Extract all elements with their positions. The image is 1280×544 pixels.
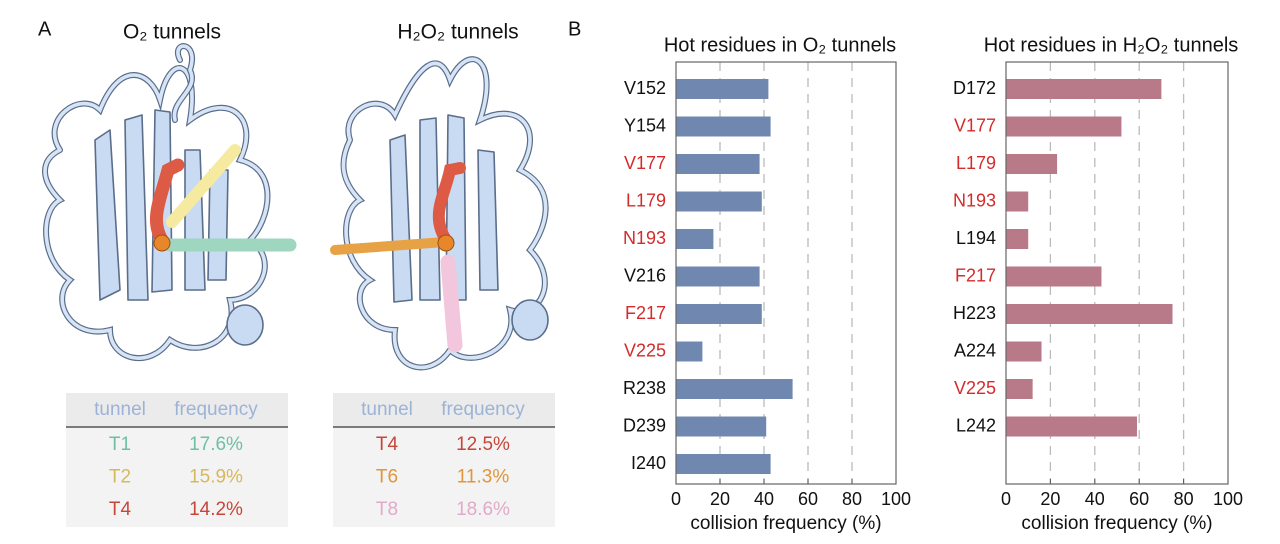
table-cell: 12.5% xyxy=(456,434,510,455)
y-tick-label: V225 xyxy=(954,378,996,398)
table-cell: 11.3% xyxy=(457,467,510,488)
protein-structure xyxy=(330,56,549,371)
x-tick-label: 60 xyxy=(798,489,818,509)
table-header-bg xyxy=(66,393,288,427)
bar xyxy=(1006,154,1058,174)
bar xyxy=(1006,304,1173,324)
bar xyxy=(1006,116,1122,137)
bar xyxy=(1006,379,1033,399)
x-tick-label: 20 xyxy=(1040,489,1060,509)
y-tick-label: R238 xyxy=(623,378,666,398)
y-tick-label: H223 xyxy=(953,303,996,323)
bar xyxy=(676,266,760,287)
table-header: frequency xyxy=(174,399,258,420)
bar xyxy=(1006,191,1029,212)
bar xyxy=(676,79,769,99)
y-tick-label: V152 xyxy=(624,78,666,98)
x-tick-label: 60 xyxy=(1129,489,1149,509)
bar xyxy=(676,454,771,474)
x-tick-label: 80 xyxy=(842,489,862,509)
y-tick-label: N193 xyxy=(623,228,666,248)
y-tick-label: F217 xyxy=(955,265,996,285)
y-tick-label: V216 xyxy=(624,265,666,285)
bar xyxy=(1006,416,1137,437)
table-body-bg xyxy=(66,427,288,527)
table-header: tunnel xyxy=(94,399,146,420)
table-cell: T2 xyxy=(109,467,131,488)
table-body-bg xyxy=(333,427,555,527)
table-header: frequency xyxy=(441,399,525,420)
table-cell: T6 xyxy=(376,467,398,488)
table-cell: 14.2% xyxy=(189,499,243,520)
plot-frame xyxy=(675,61,897,485)
bar xyxy=(676,379,793,399)
x-tick-label: 100 xyxy=(1213,489,1243,509)
y-tick-label: L242 xyxy=(956,415,996,435)
chart-title: Hot residues in H₂O₂ tunnels xyxy=(984,34,1239,56)
y-tick-label: Y154 xyxy=(624,115,666,135)
x-axis-label: collision frequency (%) xyxy=(690,513,881,534)
x-axis-label: collision frequency (%) xyxy=(1021,513,1212,534)
x-tick-label: 100 xyxy=(881,489,911,509)
panel-label: A xyxy=(38,18,52,40)
table-cell: T4 xyxy=(376,434,399,455)
x-tick-label: 20 xyxy=(710,489,730,509)
bar xyxy=(676,229,714,249)
y-tick-label: L194 xyxy=(956,228,996,248)
y-tick-label: D172 xyxy=(953,78,996,98)
table-cell: T1 xyxy=(109,434,131,455)
bar xyxy=(1006,79,1162,99)
table-header-bg xyxy=(333,393,555,427)
y-tick-label: D239 xyxy=(623,415,666,435)
y-tick-label: N193 xyxy=(953,190,996,210)
bar xyxy=(676,341,703,362)
bar xyxy=(676,154,760,174)
protein-structure xyxy=(42,43,297,361)
table-cell: 15.9% xyxy=(189,467,243,488)
y-tick-label: V225 xyxy=(624,340,666,360)
chart-title: Hot residues in O₂ tunnels xyxy=(664,34,896,56)
structure-title: O₂ tunnels xyxy=(123,21,221,44)
y-tick-label: F217 xyxy=(625,303,666,323)
y-tick-label: I240 xyxy=(631,453,666,473)
y-tick-label: L179 xyxy=(626,190,666,210)
y-tick-label: A224 xyxy=(954,340,996,360)
panel-label: B xyxy=(568,18,581,40)
x-tick-label: 80 xyxy=(1174,489,1194,509)
bar xyxy=(676,416,767,437)
bar xyxy=(1006,266,1102,287)
table-cell: T8 xyxy=(376,499,398,520)
table-header: tunnel xyxy=(361,399,413,420)
x-tick-label: 40 xyxy=(754,489,774,509)
x-tick-label: 0 xyxy=(671,489,681,509)
bar xyxy=(676,304,762,324)
bar xyxy=(1006,341,1042,362)
x-tick-label: 40 xyxy=(1085,489,1105,509)
x-tick-label: 0 xyxy=(1001,489,1011,509)
table-cell: 18.6% xyxy=(456,499,510,520)
bar xyxy=(676,116,771,137)
y-tick-label: V177 xyxy=(624,153,666,173)
structure-title: H₂O₂ tunnels xyxy=(397,21,518,44)
table-cell: 17.6% xyxy=(189,434,243,455)
plot-frame xyxy=(1005,61,1229,485)
bar xyxy=(1006,229,1029,249)
y-tick-label: V177 xyxy=(954,115,996,135)
y-tick-label: L179 xyxy=(956,153,996,173)
bar xyxy=(676,191,762,212)
table-cell: T4 xyxy=(109,499,132,520)
